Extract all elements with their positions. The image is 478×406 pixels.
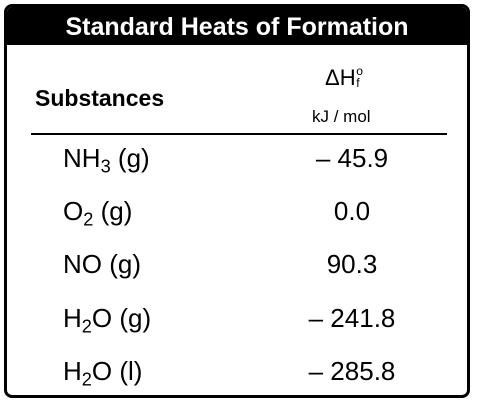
text-part: (g) [93, 196, 133, 227]
subscript: 2 [81, 369, 92, 390]
text-part: O (g) [91, 302, 152, 333]
text-part: NH [63, 143, 101, 173]
substance-cell: NH3 (g) [63, 143, 150, 177]
text-part: (g) [110, 143, 150, 173]
table-card: Standard Heats of Formation Substances Δ… [4, 4, 470, 398]
substance-cell: O2 (g) [63, 196, 132, 230]
value-cell: 0.0 [333, 196, 371, 227]
substance-cell: H2O (l) [63, 356, 142, 390]
substance-cell: NO (g) [63, 249, 141, 280]
subscript: 2 [81, 316, 92, 337]
text-part: Substances [35, 85, 165, 111]
value-cell: – 45.9 [315, 143, 389, 173]
column-header: Substances [35, 85, 164, 112]
text-part: O (l) [91, 355, 143, 386]
header-rule [31, 133, 447, 135]
value-cell: – 285.8 [308, 355, 396, 386]
subscript: 3 [100, 156, 111, 177]
text-part: NO (g) [63, 249, 141, 280]
text-part: H [63, 355, 82, 386]
unit-label: kJ / mol [312, 107, 371, 126]
substance-cell: H2O (g) [63, 303, 151, 337]
title: Standard Heats of Formation [7, 7, 467, 45]
superscript: o [356, 63, 363, 78]
value-cell: 90.3 [326, 249, 378, 280]
subscript: f [356, 76, 360, 91]
text-part: ΔH [325, 65, 356, 90]
text-part: O [63, 196, 84, 227]
value-cell: – 241.8 [308, 302, 396, 333]
text-part: H [63, 302, 82, 333]
subscript: 2 [83, 209, 94, 230]
column-header: ΔH o f [325, 63, 366, 91]
